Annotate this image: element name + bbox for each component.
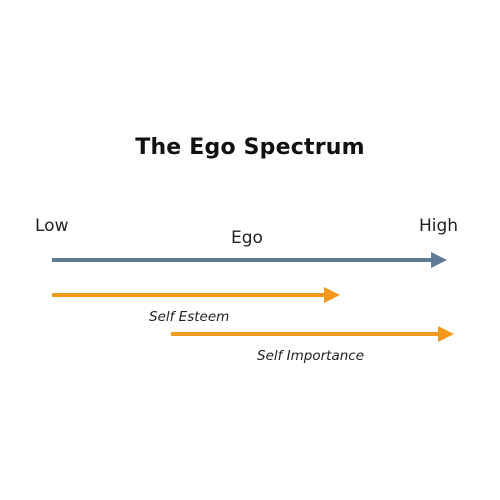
self-importance-arrow-head bbox=[438, 326, 454, 342]
ego-arrow-head bbox=[431, 252, 447, 268]
self-importance-label: Self Importance bbox=[257, 348, 365, 364]
ego-arrow bbox=[52, 252, 447, 268]
low-label: Low bbox=[35, 216, 69, 236]
self-esteem-arrow-head bbox=[324, 287, 340, 303]
ego-arrow-label: Ego bbox=[231, 228, 263, 248]
self-esteem-label: Self Esteem bbox=[149, 309, 230, 325]
high-label: High bbox=[419, 216, 459, 236]
diagram-title: The Ego Spectrum bbox=[135, 135, 365, 160]
self-importance-arrow bbox=[171, 326, 454, 342]
self-esteem-arrow bbox=[52, 287, 340, 303]
